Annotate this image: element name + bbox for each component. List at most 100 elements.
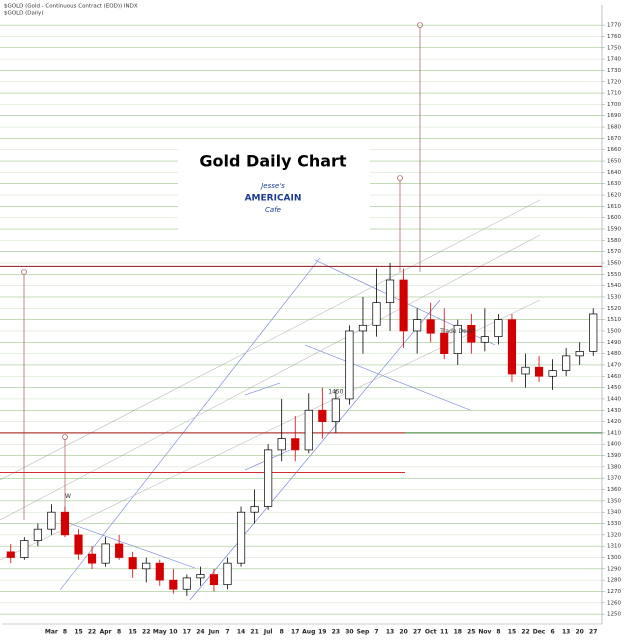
y-tick-label: 1550 xyxy=(607,272,621,278)
candle-body xyxy=(87,553,97,564)
y-tick-label: 1450 xyxy=(607,385,621,391)
title-box xyxy=(178,140,370,240)
y-tick-label: 1360 xyxy=(607,487,621,493)
y-tick-label: 1350 xyxy=(607,498,621,504)
x-tick-label: 10 xyxy=(169,629,177,636)
x-tick-label: 23 xyxy=(332,629,340,636)
candle-body xyxy=(291,438,300,451)
candle-body xyxy=(467,324,476,343)
y-tick-label: 1490 xyxy=(607,340,621,346)
y-tick-label: 1700 xyxy=(607,102,621,108)
x-tick-label: 17 xyxy=(183,629,191,636)
annotation: 1450 xyxy=(328,388,343,395)
x-tick-label: 30 xyxy=(345,629,353,636)
x-tick-label: 25 xyxy=(467,629,475,636)
y-tick-label: 1680 xyxy=(607,125,621,131)
x-tick-label: Jun xyxy=(208,629,220,636)
x-tick-label: 7 xyxy=(225,629,229,636)
y-tick-label: 1480 xyxy=(607,351,621,357)
y-tick-label: 1340 xyxy=(607,510,621,516)
candle-body xyxy=(453,324,462,354)
y-tick-label: 1410 xyxy=(607,430,621,436)
candle-body xyxy=(480,336,489,343)
candle-body xyxy=(358,324,368,332)
chart-title: Gold Daily Chart xyxy=(199,152,347,171)
x-tick-label: Apr xyxy=(100,629,112,636)
y-tick-label: 1670 xyxy=(607,136,621,142)
y-tick-label: 1430 xyxy=(607,408,621,414)
y-tick-label: 1460 xyxy=(607,374,621,380)
candle-body xyxy=(413,319,422,332)
x-tick-label: 13 xyxy=(386,629,394,636)
y-tick-label: 1540 xyxy=(607,283,621,289)
candle-body xyxy=(589,313,598,352)
logo-line: Jesse's xyxy=(259,182,285,190)
candle-body xyxy=(277,438,286,451)
y-tick-label: 1380 xyxy=(607,464,621,470)
y-tick-label: 1290 xyxy=(607,566,621,572)
x-tick-label: Aug xyxy=(302,629,315,636)
x-tick-label: Dec xyxy=(533,629,546,636)
candle-body xyxy=(33,528,42,541)
x-tick-label: 18 xyxy=(454,629,462,636)
y-tick-label: 1320 xyxy=(607,532,621,538)
y-tick-label: 1610 xyxy=(607,204,621,210)
y-tick-label: 1690 xyxy=(607,113,621,119)
annotation: Trade Deal? xyxy=(439,328,475,335)
y-tick-label: 1260 xyxy=(607,600,621,606)
y-tick-label: 1720 xyxy=(607,79,621,85)
y-tick-label: 1570 xyxy=(607,249,621,255)
y-tick-label: 1760 xyxy=(607,34,621,40)
y-tick-label: 1500 xyxy=(607,328,621,334)
x-tick-label: 6 xyxy=(550,629,554,636)
y-tick-label: 1520 xyxy=(607,306,621,312)
candle-body xyxy=(521,366,530,375)
y-tick-label: 1750 xyxy=(607,45,621,51)
x-tick-label: 8 xyxy=(280,629,284,636)
candle-body xyxy=(169,579,178,590)
y-tick-label: 1650 xyxy=(607,159,621,165)
candle-body xyxy=(209,574,219,586)
header: $GOLD (Gold - Continuous Contract (EOD))… xyxy=(4,4,138,10)
y-tick-label: 1560 xyxy=(607,260,621,266)
candle-body xyxy=(426,319,435,334)
y-tick-label: 1620 xyxy=(607,193,621,199)
x-tick-label: 8 xyxy=(63,629,67,636)
x-tick-label: 7 xyxy=(374,629,378,636)
y-tick-label: 1770 xyxy=(607,23,621,29)
candle-body xyxy=(142,562,151,570)
candle-body xyxy=(385,279,395,303)
x-tick-label: May xyxy=(153,629,167,636)
candle-body xyxy=(534,366,544,377)
x-tick-label: 8 xyxy=(496,629,500,636)
x-tick-label: 13 xyxy=(562,629,570,636)
x-tick-label: 14 xyxy=(237,629,245,636)
logo-line: AMERICAIN xyxy=(245,194,302,204)
x-tick-label: 21 xyxy=(250,629,258,636)
y-tick-label: 1370 xyxy=(607,476,621,482)
candle-body xyxy=(548,370,557,377)
x-tick-label: Mar xyxy=(45,629,58,636)
y-tick-label: 1420 xyxy=(607,419,621,425)
candle-body xyxy=(372,302,381,326)
candle-body xyxy=(264,449,273,507)
y-tick-label: 1390 xyxy=(607,453,621,459)
candle-body xyxy=(196,574,205,579)
y-tick-label: 1250 xyxy=(607,612,621,618)
x-tick-label: 15 xyxy=(74,629,82,636)
candle-body xyxy=(250,506,259,513)
x-tick-label: 15 xyxy=(508,629,516,636)
candle-body xyxy=(345,330,354,400)
candle-body xyxy=(74,534,83,555)
y-tick-label: 1660 xyxy=(607,147,621,153)
candle-body xyxy=(440,332,449,354)
y-tick-label: 1280 xyxy=(607,578,621,584)
logo-line: Cafe xyxy=(265,206,281,214)
candle-body xyxy=(182,577,191,590)
y-tick-label: 1510 xyxy=(607,317,621,323)
candle-body xyxy=(331,398,340,422)
x-tick-label: 22 xyxy=(142,629,150,636)
target-markers xyxy=(21,22,423,520)
